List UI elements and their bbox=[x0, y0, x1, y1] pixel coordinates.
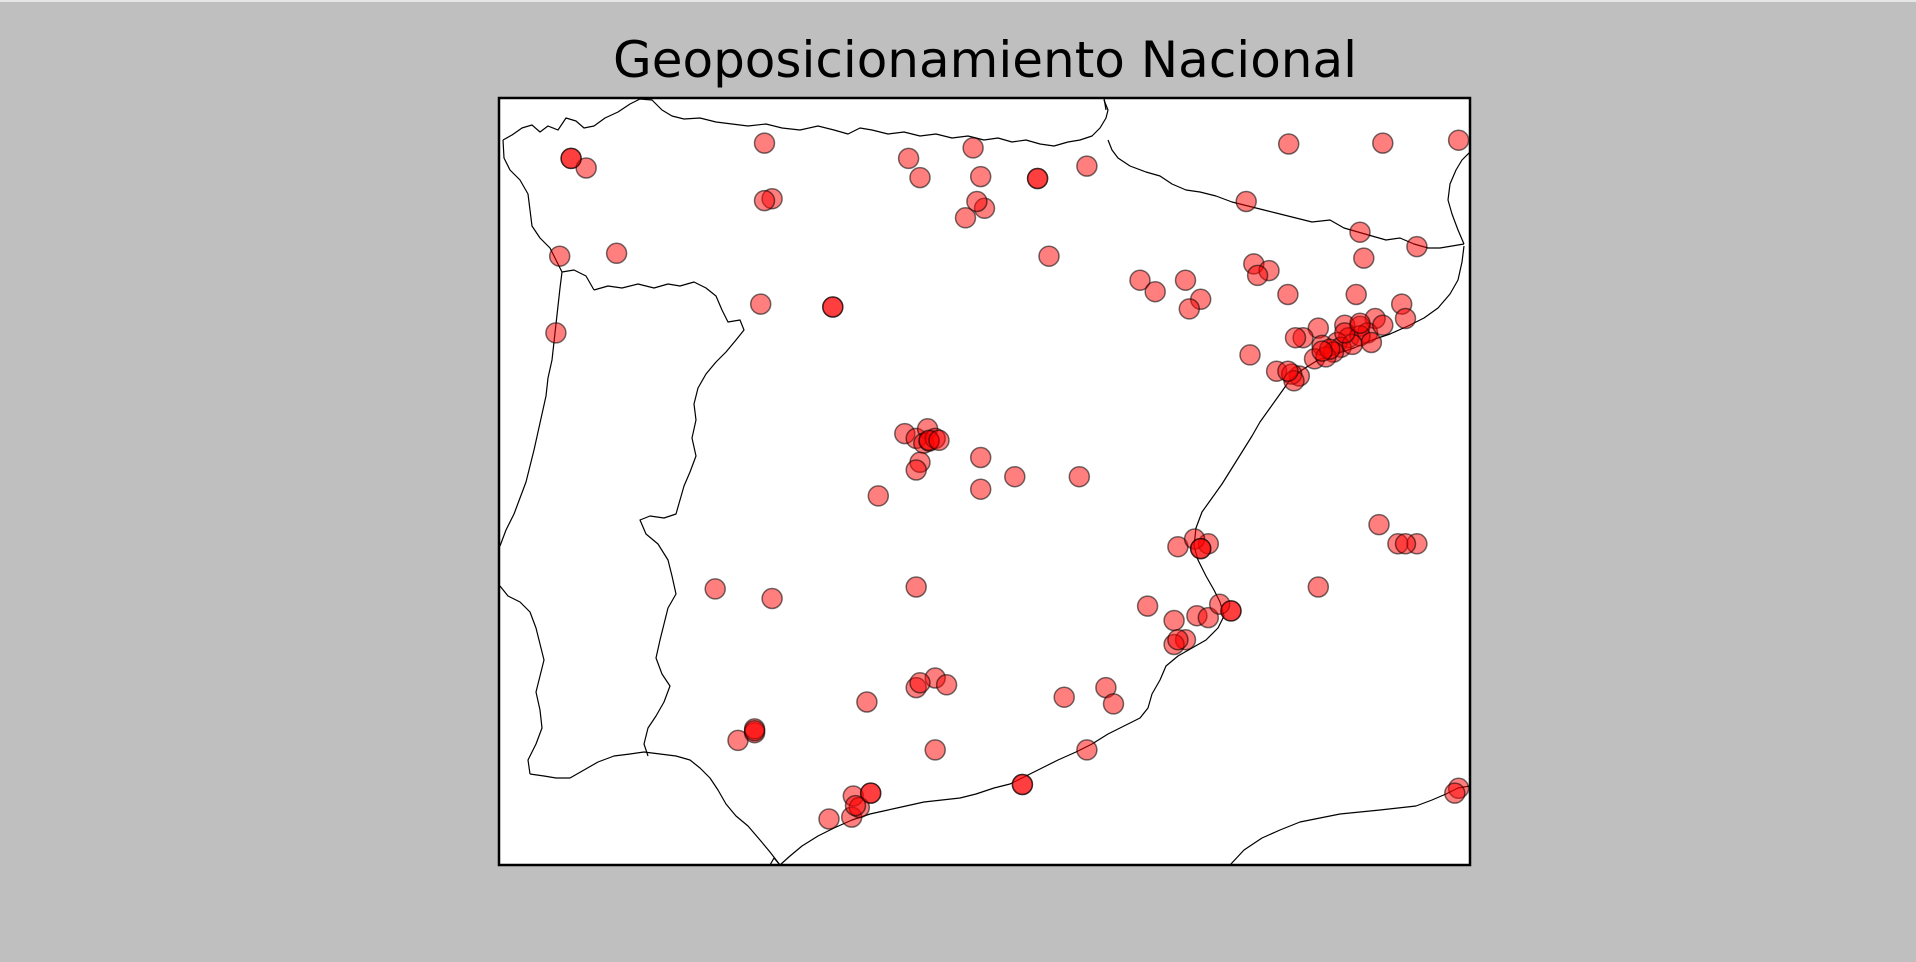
location-marker bbox=[743, 720, 766, 742]
coastline-north bbox=[502, 98, 1109, 147]
location-marker bbox=[1076, 739, 1098, 761]
location-marker bbox=[1163, 609, 1185, 632]
location-marker bbox=[560, 147, 582, 170]
coastline-france-med bbox=[1447, 151, 1470, 245]
location-marker bbox=[704, 578, 726, 600]
location-marker bbox=[1307, 576, 1330, 598]
location-marker bbox=[548, 245, 571, 267]
location-marker bbox=[1444, 782, 1466, 804]
location-marker bbox=[1353, 247, 1375, 269]
location-marker bbox=[924, 739, 946, 761]
location-marker bbox=[1235, 190, 1257, 213]
location-marker bbox=[1220, 600, 1242, 622]
location-marker bbox=[1076, 155, 1098, 177]
location-marker bbox=[1068, 465, 1091, 488]
location-marker bbox=[969, 446, 992, 469]
location-marker bbox=[1277, 360, 1299, 382]
location-marker bbox=[1349, 312, 1371, 335]
location-marker bbox=[928, 429, 950, 452]
location-marker bbox=[867, 485, 890, 507]
location-marker bbox=[844, 794, 867, 817]
markers-layer bbox=[545, 129, 1470, 830]
map-frame bbox=[497, 96, 1472, 867]
location-marker bbox=[966, 190, 988, 213]
border-portugal bbox=[593, 281, 745, 757]
location-marker bbox=[1345, 283, 1367, 306]
border-galicia bbox=[561, 269, 595, 291]
location-marker bbox=[1277, 283, 1299, 306]
location-marker bbox=[1372, 314, 1394, 336]
location-marker bbox=[1129, 269, 1151, 291]
coastline-gulf-of-cadiz bbox=[529, 751, 781, 865]
location-marker bbox=[545, 322, 567, 344]
location-marker bbox=[1011, 773, 1034, 796]
location-marker bbox=[1360, 331, 1383, 354]
coastline-africa-west bbox=[769, 857, 781, 865]
location-marker bbox=[818, 808, 840, 830]
location-marker bbox=[1284, 326, 1307, 349]
location-marker bbox=[1406, 235, 1428, 258]
location-marker bbox=[1394, 307, 1417, 330]
coastline-portugal bbox=[499, 585, 545, 775]
coastline-north-africa bbox=[1229, 785, 1470, 865]
location-marker bbox=[1246, 264, 1269, 287]
chart-title: Geoposicionamiento Nacional bbox=[612, 31, 1358, 89]
location-marker bbox=[1102, 693, 1125, 715]
location-marker bbox=[1167, 628, 1189, 651]
location-marker bbox=[753, 132, 776, 154]
location-marker bbox=[1053, 686, 1075, 708]
location-marker bbox=[1447, 129, 1470, 151]
location-marker bbox=[1026, 167, 1049, 190]
location-marker bbox=[749, 293, 772, 315]
location-marker bbox=[905, 576, 927, 598]
location-marker bbox=[575, 157, 597, 179]
location-marker bbox=[1277, 133, 1300, 155]
location-marker bbox=[969, 165, 992, 188]
location-marker bbox=[1239, 344, 1261, 366]
location-marker bbox=[1311, 340, 1333, 362]
location-marker bbox=[1178, 298, 1201, 320]
location-marker bbox=[905, 459, 927, 481]
location-marker bbox=[605, 242, 628, 265]
location-marker bbox=[1038, 245, 1060, 267]
location-marker bbox=[822, 296, 844, 318]
location-marker bbox=[1144, 280, 1166, 303]
location-marker bbox=[1334, 322, 1356, 344]
location-marker bbox=[909, 166, 931, 189]
location-marker bbox=[909, 672, 931, 694]
coastline-france-atlantic bbox=[1103, 98, 1107, 111]
location-marker bbox=[969, 478, 992, 500]
location-marker bbox=[753, 189, 776, 212]
location-marker bbox=[1349, 221, 1371, 243]
location-marker bbox=[954, 207, 977, 229]
location-marker bbox=[1372, 132, 1394, 154]
window-top-edge bbox=[0, 0, 1916, 2]
location-marker bbox=[761, 587, 783, 610]
location-marker bbox=[1136, 595, 1159, 617]
location-marker bbox=[1189, 537, 1212, 560]
location-marker bbox=[897, 147, 920, 170]
location-marker bbox=[935, 674, 958, 696]
location-marker bbox=[1368, 513, 1390, 536]
location-marker bbox=[1394, 533, 1417, 555]
location-marker bbox=[859, 782, 882, 804]
location-marker bbox=[1004, 465, 1026, 488]
location-marker bbox=[1174, 269, 1197, 291]
location-marker bbox=[856, 691, 878, 713]
location-marker bbox=[962, 137, 984, 159]
